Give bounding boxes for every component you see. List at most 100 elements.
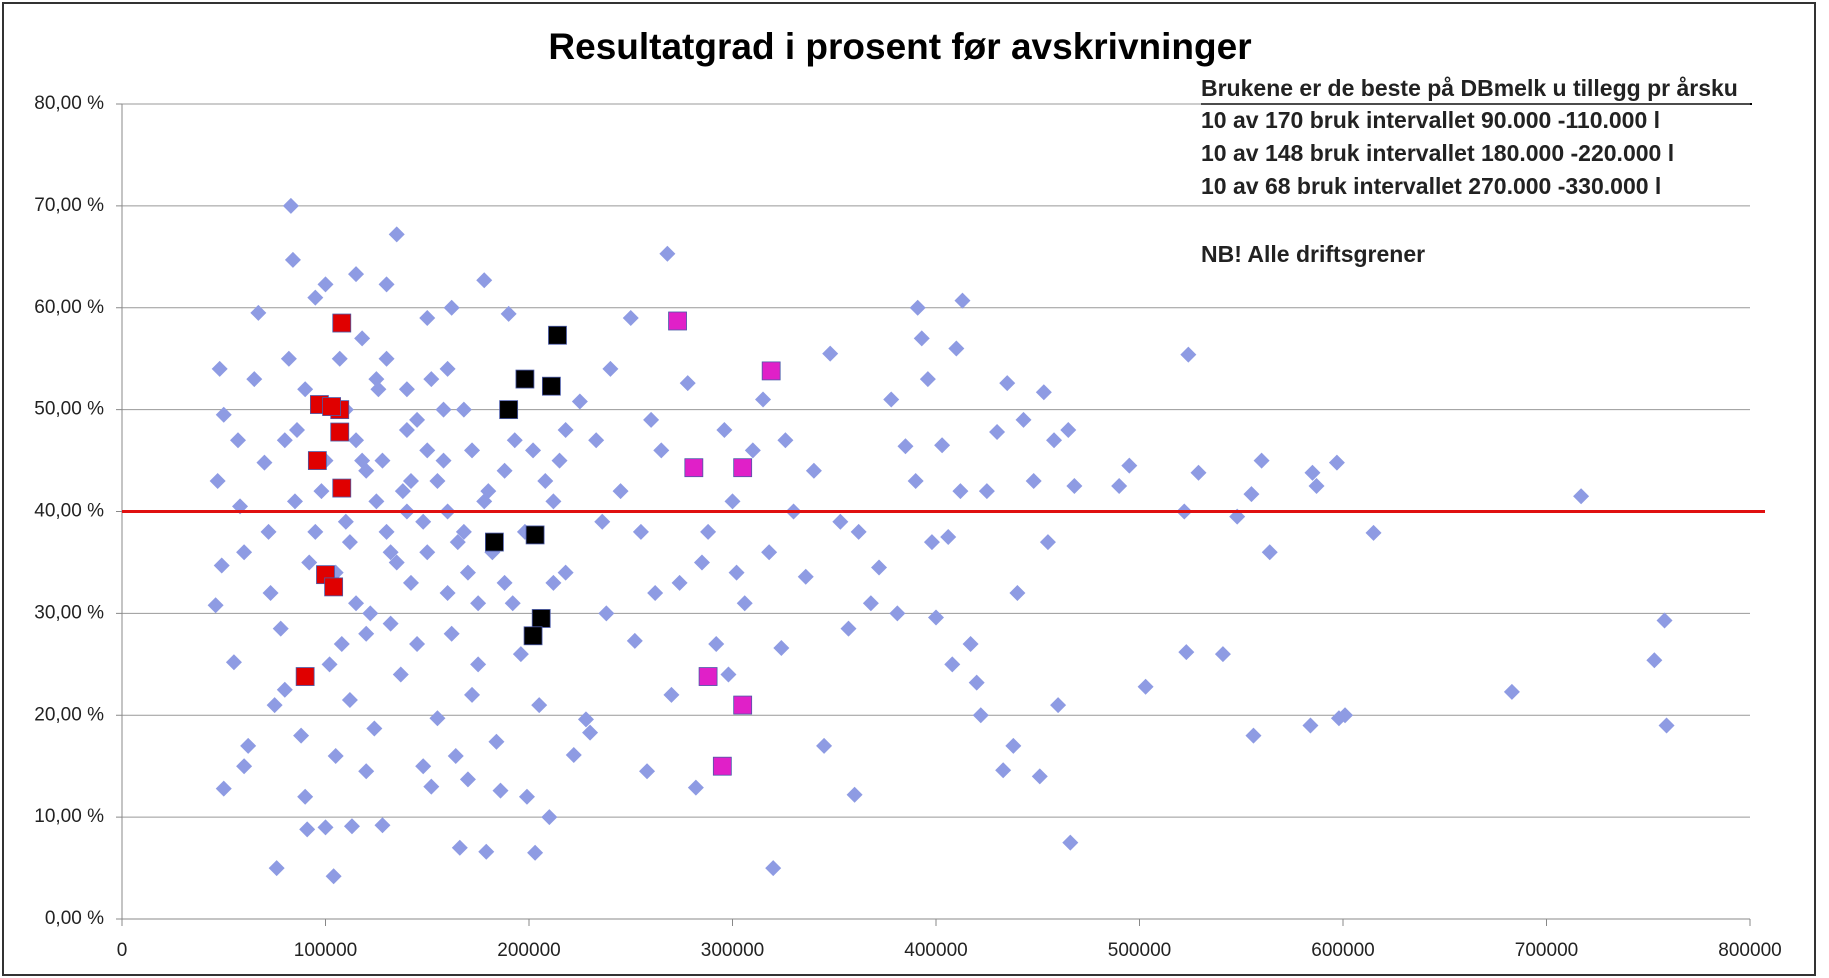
point <box>370 381 387 398</box>
point <box>415 513 432 530</box>
point <box>1066 478 1083 495</box>
point <box>679 375 696 392</box>
point <box>1060 422 1077 438</box>
point <box>761 544 778 561</box>
x-tick-label: 500000 <box>1108 940 1171 961</box>
point <box>822 345 839 362</box>
point <box>773 640 790 657</box>
point <box>341 691 358 708</box>
point <box>525 442 542 459</box>
point <box>488 733 505 750</box>
point <box>1328 454 1345 471</box>
point <box>476 272 493 289</box>
point <box>545 493 562 510</box>
y-tick-label: 30,00 % <box>34 602 104 623</box>
point <box>541 809 558 826</box>
y-tick-label: 80,00 % <box>34 93 104 114</box>
point <box>626 632 643 649</box>
point <box>260 523 277 540</box>
point <box>409 411 426 428</box>
highlight-point <box>541 376 561 396</box>
point <box>777 432 794 449</box>
point <box>1304 464 1321 481</box>
point <box>1365 524 1382 541</box>
highlight-point <box>523 626 543 646</box>
highlight-point <box>548 325 567 345</box>
point <box>1573 488 1590 505</box>
point <box>923 534 940 551</box>
point <box>415 758 432 775</box>
point <box>832 513 849 530</box>
point <box>1308 478 1325 495</box>
point <box>225 654 242 671</box>
point <box>459 771 476 788</box>
point <box>378 276 395 293</box>
annotation: NB! Alle driftsgrener <box>1201 241 1425 267</box>
point <box>337 513 354 530</box>
point <box>805 462 822 479</box>
point <box>622 309 639 326</box>
point <box>1121 457 1138 474</box>
point <box>215 406 232 423</box>
point <box>280 350 297 367</box>
point <box>317 819 334 836</box>
point <box>447 748 464 764</box>
point <box>419 442 436 459</box>
point <box>1656 612 1673 629</box>
highlight-point <box>698 667 718 686</box>
point <box>954 292 971 309</box>
point <box>700 523 717 540</box>
point <box>470 656 487 673</box>
point <box>602 360 619 377</box>
point <box>907 472 924 489</box>
point <box>1015 411 1032 428</box>
y-tick-label: 0,00 % <box>45 908 104 929</box>
point <box>995 762 1012 779</box>
point <box>289 422 306 438</box>
point <box>313 483 330 500</box>
y-tick-label: 50,00 % <box>34 399 104 420</box>
point <box>919 371 936 388</box>
point <box>229 432 246 449</box>
x-tick-label: 0 <box>117 940 128 961</box>
point <box>972 707 989 724</box>
point <box>419 544 436 561</box>
point <box>632 523 649 540</box>
point <box>716 422 733 438</box>
point <box>897 438 914 455</box>
point <box>989 424 1006 441</box>
point <box>736 595 753 612</box>
x-tick-label: 600000 <box>1311 940 1374 961</box>
point <box>1137 678 1154 695</box>
point <box>588 432 605 449</box>
point <box>439 360 456 377</box>
point <box>693 554 710 571</box>
point <box>1337 707 1354 724</box>
point <box>708 635 725 652</box>
point <box>293 727 310 744</box>
point <box>1039 534 1056 551</box>
point <box>439 585 456 601</box>
point <box>940 528 957 545</box>
point <box>687 779 704 796</box>
y-tick-label: 20,00 % <box>34 704 104 725</box>
point <box>755 391 772 408</box>
legend-entry: 10 av 148 bruk intervallet 180.000 -220.… <box>1201 140 1674 166</box>
highlight-point <box>485 532 504 552</box>
y-tick-label: 70,00 % <box>34 195 104 216</box>
point <box>1503 683 1520 700</box>
point <box>571 393 588 410</box>
point <box>451 839 468 856</box>
point <box>1111 478 1128 495</box>
point <box>816 737 833 754</box>
point <box>276 681 293 698</box>
point <box>398 381 415 398</box>
point <box>250 304 267 321</box>
point <box>358 763 375 780</box>
point <box>1050 697 1067 714</box>
highlight-point <box>531 609 551 628</box>
point <box>765 860 782 877</box>
point <box>374 817 391 834</box>
point <box>266 697 283 714</box>
